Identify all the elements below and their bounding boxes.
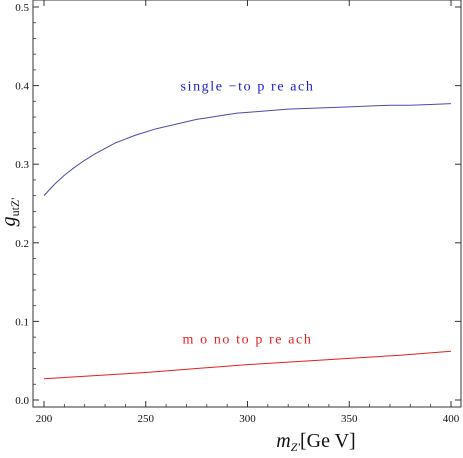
series-group [43,103,452,380]
annotations: single −to p re ach m o no to p re ach [181,79,315,347]
x-tick-label: 300 [239,413,256,425]
series-line-monotop [43,350,452,380]
y-tick-label: 0.4 [15,81,29,93]
x-tick-label: 400 [443,413,460,425]
y-axis-label: gutZ' [0,198,22,227]
y-tick-label: 0.2 [15,238,29,250]
y-tick-label: 0.5 [15,2,29,14]
x-tick-label: 250 [138,413,155,425]
y-axis-label-sub: utZ' [8,198,22,217]
y-axis-label-main: g [0,216,20,226]
series-line-single-top [43,103,452,196]
y-tick-label: 0.0 [15,395,29,407]
annotation-single-top-reach: single −to p re ach [181,79,315,94]
y-tick-label: 0.1 [15,316,29,328]
x-axis-label-sub: Z' [291,440,301,454]
x-axis-label: mZ'[Ge V] [276,430,355,454]
axis-ticks: 200 250 300 350 400 0.0 0.1 0.2 0.3 0.4 0.5 [15,0,461,425]
x-axis-label-unit: [Ge V] [300,430,356,452]
annotation-monotop-reach: m o no to p re ach [183,332,313,347]
x-axis-label-main: m [276,430,290,452]
y-tick-label: 0.3 [15,159,29,171]
x-tick-label: 200 [36,413,53,425]
x-tick-label: 350 [341,413,358,425]
